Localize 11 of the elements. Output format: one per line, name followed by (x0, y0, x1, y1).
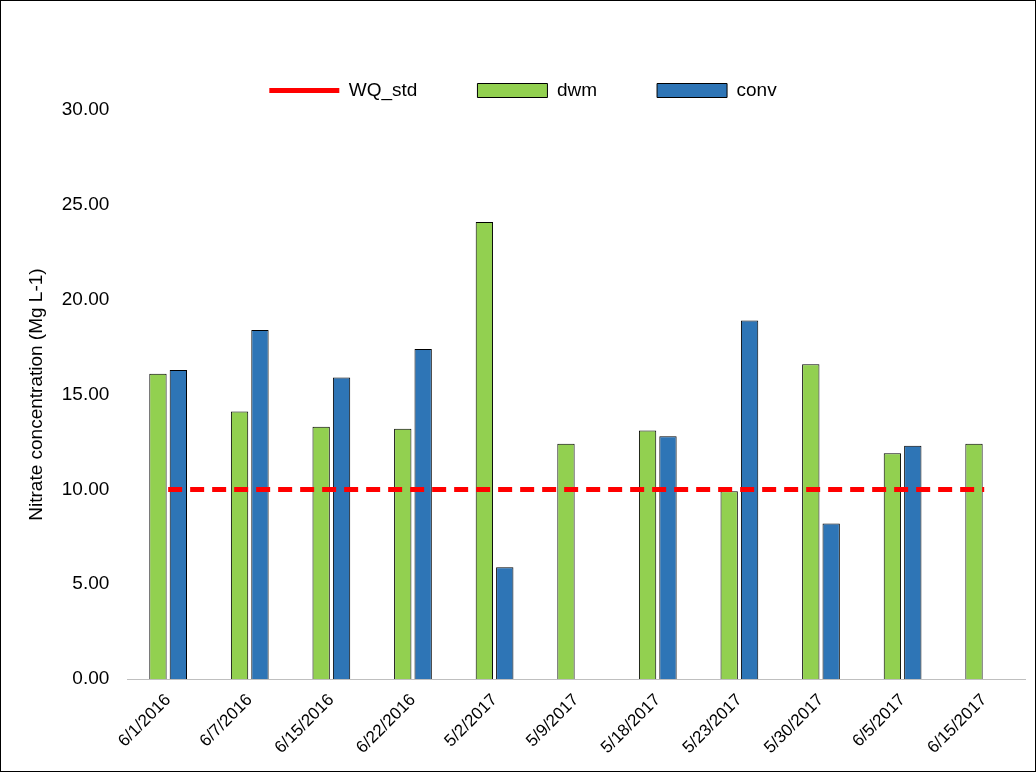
legend-label: WQ_std (348, 78, 418, 101)
legend-label: conv (736, 78, 778, 100)
y-tick-label: 15.00 (61, 382, 110, 404)
y-tick-label: 10.00 (61, 477, 110, 499)
legend-label: dwm (556, 78, 598, 100)
y-tick-label: 5.00 (72, 572, 110, 594)
y-tick-label: 30.00 (61, 98, 110, 120)
y-tick-label: 25.00 (61, 193, 110, 215)
y-axis-title: Nitrate concentration (Mg L-1) (24, 268, 46, 521)
y-tick-label: 20.00 (61, 287, 110, 309)
y-tick-label: 0.00 (72, 667, 110, 689)
